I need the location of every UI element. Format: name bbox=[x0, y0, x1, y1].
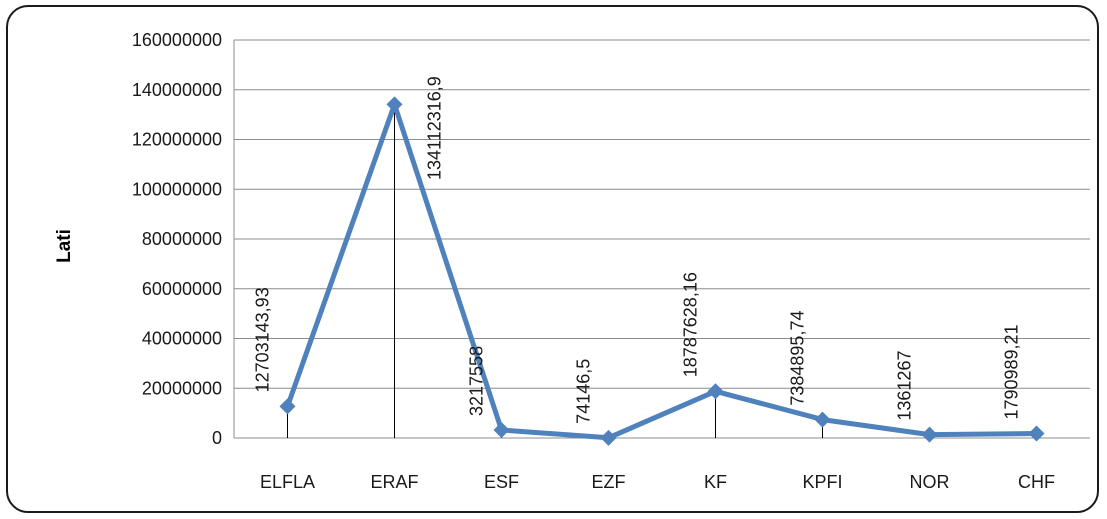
data-label: 74146,5 bbox=[574, 359, 594, 424]
x-tick-labels: ELFLA ERAF ESF EZF KF KPFI NOR CHF bbox=[260, 472, 1055, 492]
grid-lines bbox=[233, 39, 1090, 439]
y-tick-label: 60000000 bbox=[142, 279, 222, 299]
x-tick-label: ESF bbox=[484, 472, 519, 492]
data-labels: 12703143,93 134112316,9 3217558 74146,5 1878… bbox=[253, 76, 1022, 424]
data-label: 7384895,74 bbox=[788, 311, 808, 406]
data-label: 134112316,9 bbox=[425, 76, 445, 180]
data-label: 3217558 bbox=[467, 346, 487, 416]
series-line bbox=[285, 101, 1037, 441]
y-tick-label: 40000000 bbox=[142, 329, 222, 349]
data-point-marker bbox=[1028, 425, 1045, 442]
y-tick-label: 0 bbox=[212, 428, 222, 448]
data-label: 12703143,93 bbox=[253, 287, 273, 392]
data-point-marker bbox=[707, 383, 724, 400]
data-label: 18787628,16 bbox=[681, 272, 701, 377]
x-tick-label: ERAF bbox=[370, 472, 418, 492]
data-point-marker bbox=[386, 96, 403, 113]
y-tick-label: 120000000 bbox=[132, 130, 222, 150]
y-tick-label: 100000000 bbox=[132, 179, 222, 199]
y-tick-labels: 0 20000000 40000000 60000000 80000000 1000000… bbox=[132, 30, 222, 448]
x-tick-label: KF bbox=[704, 472, 727, 492]
data-points bbox=[279, 96, 1045, 446]
data-point-marker bbox=[279, 398, 296, 415]
data-label: 1790989,21 bbox=[1002, 324, 1022, 419]
data-point-marker bbox=[921, 426, 938, 443]
x-tick-label: ELFLA bbox=[260, 472, 315, 492]
data-point-marker bbox=[600, 429, 617, 446]
data-point-marker bbox=[814, 411, 831, 428]
y-tick-label: 80000000 bbox=[142, 229, 222, 249]
data-label: 1361267 bbox=[895, 351, 915, 421]
x-tick-label: CHF bbox=[1018, 472, 1055, 492]
x-tick-label: NOR bbox=[910, 472, 950, 492]
y-tick-label: 20000000 bbox=[142, 378, 222, 398]
x-tick-label: KPFI bbox=[802, 472, 842, 492]
y-tick-label: 140000000 bbox=[132, 80, 222, 100]
data-point-marker bbox=[493, 421, 510, 438]
y-tick-label: 160000000 bbox=[132, 30, 222, 50]
x-tick-label: EZF bbox=[592, 472, 626, 492]
y-axis-label: Lati bbox=[54, 229, 75, 263]
